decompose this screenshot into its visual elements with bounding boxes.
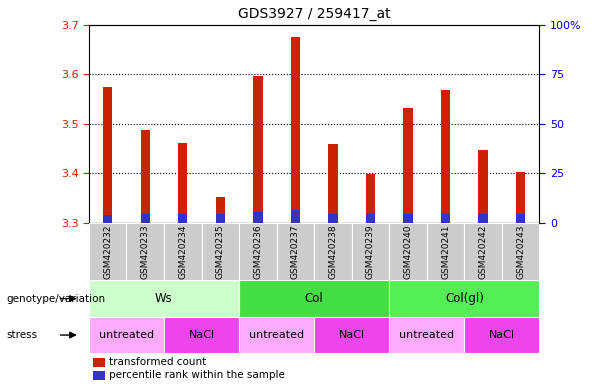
Text: GSM420241: GSM420241	[441, 224, 450, 279]
Title: GDS3927 / 259417_at: GDS3927 / 259417_at	[238, 7, 390, 21]
Bar	[478, 149, 488, 223]
Text: Col: Col	[305, 292, 324, 305]
Bar	[465, 317, 539, 353]
Text: GSM420232: GSM420232	[103, 224, 112, 279]
Bar	[140, 214, 150, 223]
Bar	[276, 223, 314, 280]
Text: untreated: untreated	[249, 330, 304, 340]
Bar	[239, 223, 276, 280]
Text: GSM420237: GSM420237	[291, 224, 300, 279]
Text: genotype/variation: genotype/variation	[6, 293, 105, 304]
Bar	[253, 76, 262, 223]
Text: untreated: untreated	[99, 330, 154, 340]
Bar	[465, 223, 502, 280]
Text: Ws: Ws	[155, 292, 173, 305]
Bar	[239, 280, 389, 317]
Bar	[103, 215, 112, 223]
Bar	[441, 90, 451, 223]
Bar	[516, 214, 525, 223]
Bar	[239, 317, 314, 353]
Bar	[216, 197, 225, 223]
Bar	[328, 214, 338, 223]
Bar	[202, 223, 239, 280]
Text: GSM420234: GSM420234	[178, 224, 187, 279]
Bar	[366, 214, 375, 223]
Text: GSM420238: GSM420238	[329, 224, 337, 279]
Text: untreated: untreated	[399, 330, 454, 340]
Text: stress: stress	[6, 330, 37, 340]
Bar	[291, 37, 300, 223]
Bar	[93, 358, 105, 367]
Bar	[441, 214, 451, 223]
Bar	[478, 214, 488, 223]
Bar	[93, 371, 105, 379]
Text: NaCl: NaCl	[338, 330, 365, 340]
Bar	[389, 223, 427, 280]
Text: GSM420242: GSM420242	[479, 224, 487, 279]
Bar	[314, 317, 389, 353]
Bar	[216, 214, 225, 223]
Text: GSM420235: GSM420235	[216, 224, 225, 279]
Text: percentile rank within the sample: percentile rank within the sample	[109, 370, 285, 380]
Bar	[366, 174, 375, 223]
Text: Col(gl): Col(gl)	[445, 292, 484, 305]
Text: NaCl: NaCl	[489, 330, 515, 340]
Bar	[140, 130, 150, 223]
Bar	[164, 223, 202, 280]
Bar	[516, 172, 525, 223]
Bar	[164, 317, 239, 353]
Text: GSM420239: GSM420239	[366, 224, 375, 279]
Text: GSM420240: GSM420240	[403, 224, 413, 279]
Bar	[389, 317, 465, 353]
Bar	[89, 317, 164, 353]
Bar	[427, 223, 465, 280]
Bar	[291, 210, 300, 223]
Text: GSM420233: GSM420233	[141, 224, 150, 279]
Bar	[328, 144, 338, 223]
Text: GSM420236: GSM420236	[253, 224, 262, 279]
Bar	[178, 214, 188, 223]
Bar	[126, 223, 164, 280]
Bar	[389, 280, 539, 317]
Bar	[314, 223, 352, 280]
Bar	[103, 87, 112, 223]
Text: GSM420243: GSM420243	[516, 224, 525, 279]
Bar	[178, 143, 188, 223]
Bar	[253, 212, 262, 223]
Bar	[89, 280, 239, 317]
Bar	[502, 223, 539, 280]
Bar	[403, 214, 413, 223]
Bar	[89, 223, 126, 280]
Text: transformed count: transformed count	[109, 358, 207, 367]
Bar	[403, 108, 413, 223]
Bar	[352, 223, 389, 280]
Text: NaCl: NaCl	[188, 330, 215, 340]
